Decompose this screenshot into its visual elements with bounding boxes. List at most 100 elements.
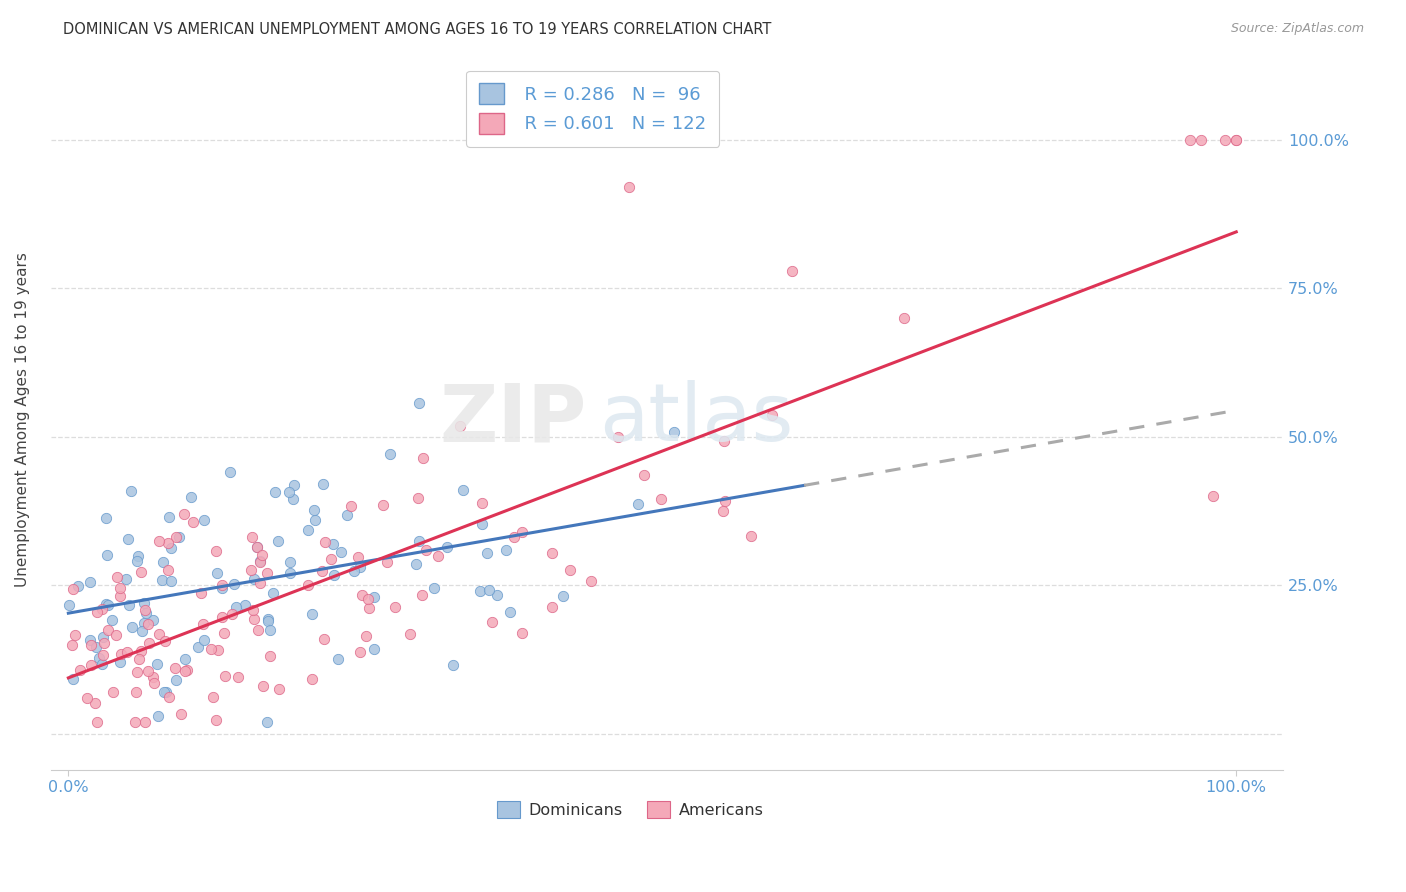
Point bbox=[347, 549, 370, 564]
Point bbox=[481, 615, 503, 630]
Point bbox=[1225, 133, 1247, 147]
Point bbox=[125, 665, 148, 679]
Point bbox=[553, 589, 575, 603]
Point bbox=[90, 602, 112, 616]
Point bbox=[322, 537, 344, 551]
Point bbox=[256, 566, 278, 580]
Point bbox=[118, 598, 141, 612]
Y-axis label: Unemployment Among Ages 16 to 19 years: Unemployment Among Ages 16 to 19 years bbox=[15, 252, 30, 587]
Point bbox=[121, 620, 143, 634]
Point bbox=[86, 605, 108, 619]
Point bbox=[86, 715, 108, 730]
Point bbox=[127, 549, 149, 564]
Point bbox=[157, 510, 180, 524]
Point bbox=[100, 613, 122, 627]
Point bbox=[207, 643, 229, 657]
Point bbox=[163, 661, 186, 675]
Point bbox=[94, 597, 117, 611]
Point bbox=[128, 651, 150, 665]
Point bbox=[243, 572, 266, 586]
Point bbox=[714, 494, 737, 508]
Point bbox=[408, 396, 430, 410]
Point bbox=[159, 574, 181, 588]
Point bbox=[120, 483, 142, 498]
Point bbox=[1189, 133, 1212, 147]
Point bbox=[142, 613, 165, 627]
Text: DOMINICAN VS AMERICAN UNEMPLOYMENT AMONG AGES 16 TO 19 YEARS CORRELATION CHART: DOMINICAN VS AMERICAN UNEMPLOYMENT AMONG… bbox=[63, 22, 772, 37]
Point bbox=[84, 696, 107, 710]
Point bbox=[138, 616, 160, 631]
Point bbox=[243, 612, 266, 626]
Point bbox=[301, 673, 323, 687]
Point bbox=[146, 708, 169, 723]
Point bbox=[211, 578, 233, 592]
Point bbox=[173, 664, 195, 678]
Point bbox=[80, 638, 103, 652]
Point bbox=[304, 513, 326, 527]
Point bbox=[142, 676, 165, 690]
Point bbox=[134, 602, 156, 616]
Point bbox=[91, 631, 114, 645]
Point bbox=[205, 543, 228, 558]
Point bbox=[451, 483, 474, 498]
Point bbox=[311, 564, 333, 578]
Point bbox=[256, 612, 278, 626]
Point bbox=[617, 180, 640, 194]
Point bbox=[405, 557, 427, 571]
Point bbox=[246, 541, 269, 555]
Point bbox=[256, 715, 278, 730]
Point bbox=[633, 468, 655, 483]
Point bbox=[62, 582, 84, 596]
Point bbox=[240, 563, 263, 577]
Point bbox=[408, 533, 430, 548]
Point bbox=[193, 513, 215, 527]
Point bbox=[662, 425, 685, 440]
Point bbox=[485, 588, 508, 602]
Point bbox=[225, 599, 247, 614]
Point bbox=[711, 504, 734, 518]
Point bbox=[159, 541, 181, 555]
Point bbox=[246, 540, 269, 554]
Point bbox=[495, 542, 517, 557]
Point bbox=[510, 626, 533, 640]
Point bbox=[97, 599, 120, 613]
Point bbox=[222, 577, 245, 591]
Point bbox=[181, 515, 204, 529]
Point bbox=[136, 665, 159, 679]
Point bbox=[211, 610, 233, 624]
Point bbox=[782, 263, 804, 277]
Point bbox=[200, 642, 222, 657]
Point bbox=[62, 672, 84, 686]
Point bbox=[893, 310, 915, 325]
Point bbox=[214, 669, 236, 683]
Point bbox=[117, 532, 139, 546]
Point bbox=[510, 524, 533, 539]
Point bbox=[148, 533, 170, 548]
Point bbox=[221, 607, 243, 621]
Point bbox=[363, 590, 385, 604]
Point bbox=[226, 670, 249, 684]
Point bbox=[541, 547, 564, 561]
Point bbox=[499, 605, 522, 619]
Point bbox=[79, 575, 101, 590]
Point bbox=[135, 606, 157, 620]
Point bbox=[322, 567, 344, 582]
Point bbox=[441, 658, 464, 673]
Point bbox=[80, 658, 103, 673]
Point bbox=[191, 616, 214, 631]
Point bbox=[278, 566, 301, 580]
Point bbox=[340, 500, 363, 514]
Point bbox=[301, 607, 323, 621]
Point bbox=[105, 628, 128, 642]
Point bbox=[58, 599, 80, 613]
Point bbox=[187, 640, 209, 654]
Point bbox=[259, 648, 281, 663]
Point bbox=[277, 484, 299, 499]
Point bbox=[606, 430, 628, 444]
Point bbox=[132, 616, 155, 631]
Point bbox=[471, 517, 494, 532]
Point bbox=[350, 588, 373, 602]
Point bbox=[134, 715, 156, 730]
Point bbox=[256, 614, 278, 628]
Point bbox=[96, 623, 118, 637]
